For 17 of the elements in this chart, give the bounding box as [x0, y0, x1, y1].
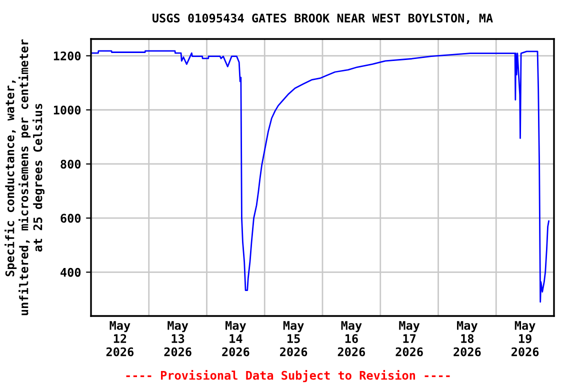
- x-tick-label: May 14 2026: [222, 321, 250, 356]
- y-tick-label: 1200: [54, 51, 81, 60]
- y-tick-label: 1000: [54, 106, 81, 115]
- x-tick-label: May 18 2026: [454, 321, 481, 356]
- y-tick-label: 800: [60, 160, 81, 169]
- x-tick-label: May 19 2026: [512, 321, 539, 356]
- y-tick-label: 400: [60, 268, 81, 277]
- x-tick-label: May 17 2026: [396, 321, 423, 356]
- x-tick-label: May 16 2026: [338, 321, 366, 356]
- x-tick-label: May 12 2026: [106, 321, 134, 356]
- x-tick-label: May 15 2026: [280, 321, 308, 356]
- chart-title: USGS 01095434 GATES BROOK NEAR WEST BOYLSTON, MA: [152, 14, 493, 24]
- line-series: [91, 50, 550, 303]
- text: ---- Provisional Data Subject to Revision ----: [126, 370, 450, 382]
- y-axis-title: Specific conductance, water, unfiltered, microsiemens per centimeter at 25 degrees Celsius: [4, 39, 45, 316]
- y-tick-label: 600: [60, 214, 81, 223]
- x-tick-label: May 13 2026: [164, 321, 192, 356]
